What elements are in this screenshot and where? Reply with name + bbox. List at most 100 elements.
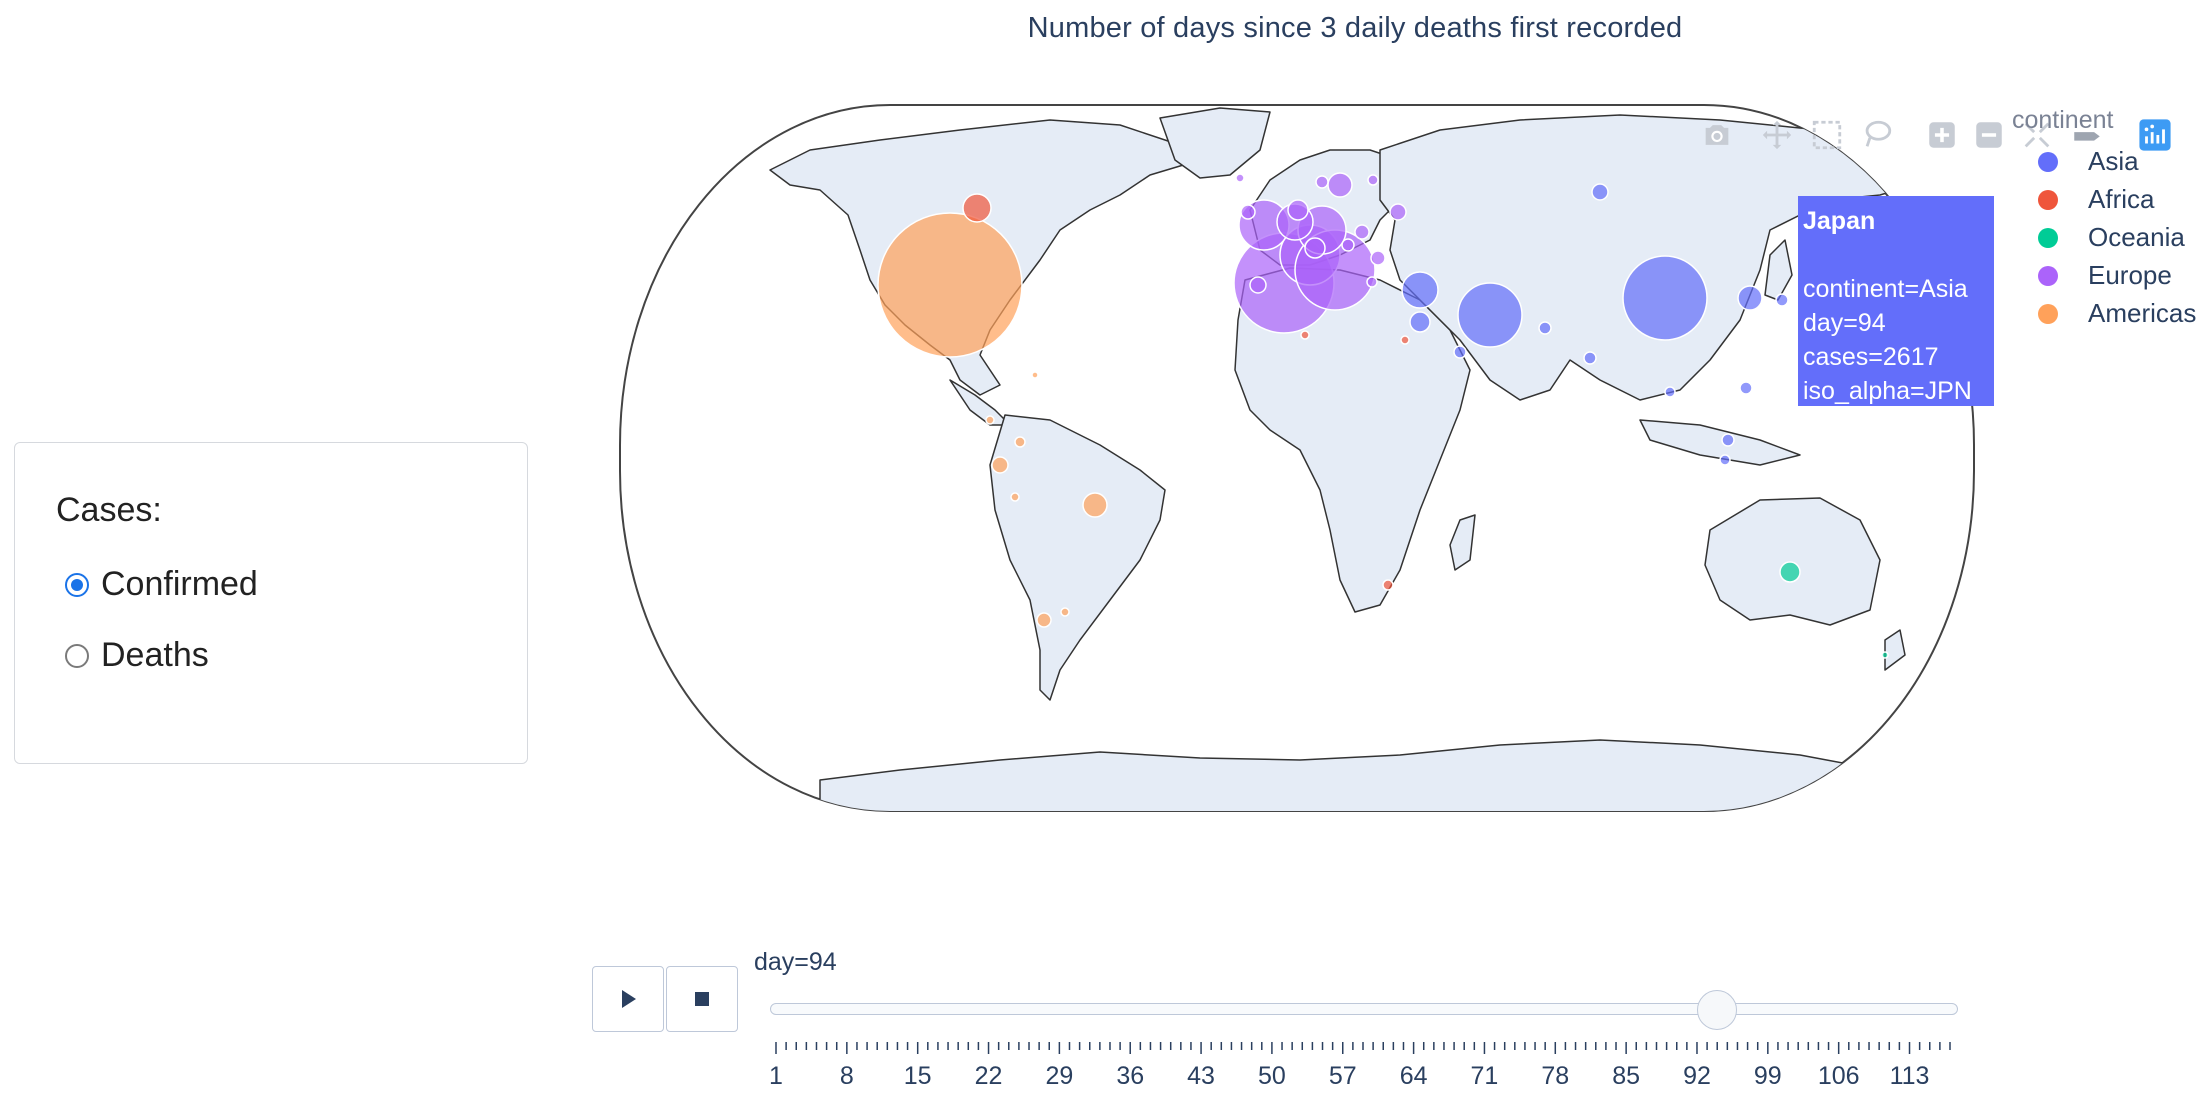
marker-norway[interactable] — [1315, 175, 1329, 189]
marker-colombia[interactable] — [1014, 436, 1026, 448]
marker-netherlands[interactable] — [1287, 199, 1309, 221]
camera-icon[interactable] — [1700, 118, 1734, 152]
marker-malaysia[interactable] — [1721, 433, 1735, 447]
play-icon — [622, 990, 636, 1008]
marker-panama[interactable] — [985, 415, 995, 425]
marker-brazil[interactable] — [1082, 492, 1108, 518]
marker-philippines[interactable] — [1739, 381, 1753, 395]
marker-switzerland[interactable] — [1304, 237, 1326, 259]
lasso-icon[interactable] — [1860, 118, 1894, 152]
marker-turkey[interactable] — [1401, 271, 1439, 309]
slider-tick-label: 50 — [1258, 1062, 1286, 1090]
marker-portugal[interactable] — [1249, 276, 1267, 294]
scatter-markers[interactable] — [877, 172, 1889, 659]
land-indonesia — [1639, 419, 1801, 466]
radio-deaths-circle[interactable] — [65, 643, 89, 668]
legend-dot-asia — [2038, 151, 2058, 172]
hover-closest-icon[interactable] — [2070, 118, 2104, 152]
land-new-zealand — [1884, 629, 1906, 671]
plotly-logo-icon[interactable] — [2138, 118, 2172, 152]
slider-handle[interactable] — [1697, 990, 1738, 1030]
marker-algeria[interactable] — [1300, 330, 1310, 340]
legend-label-americas[interactable]: Americas — [2088, 298, 2197, 328]
slider-tick-label: 64 — [1399, 1062, 1428, 1090]
marker-usa[interactable] — [877, 212, 1023, 358]
legend-item-europe[interactable]: Europe — [2038, 260, 2172, 291]
tooltip-country-name: Japan — [1803, 207, 1876, 235]
zoom-in-icon[interactable] — [1925, 118, 1959, 152]
marker-japan[interactable] — [1775, 293, 1789, 307]
marker-kazakhstan[interactable] — [1591, 183, 1609, 201]
radio-confirmed-label[interactable]: Confirmed — [101, 565, 258, 603]
marker-pakistan[interactable] — [1538, 321, 1552, 335]
box-select-icon[interactable] — [1810, 118, 1844, 152]
legend-title: continent — [2012, 106, 2114, 134]
marker-israel[interactable] — [1409, 311, 1431, 333]
marker-argentina[interactable] — [1060, 607, 1070, 617]
slider-tick-label: 36 — [1116, 1062, 1145, 1090]
tooltip-continent: continent=Asia — [1803, 275, 1968, 303]
radio-deaths[interactable]: Deaths — [65, 636, 209, 675]
legend-dot-americas — [2038, 303, 2058, 324]
marker-greece[interactable] — [1366, 276, 1378, 288]
radio-confirmed-circle[interactable] — [65, 572, 89, 597]
legend-item-oceania[interactable]: Oceania — [2038, 222, 2185, 253]
marker-india[interactable] — [1583, 351, 1597, 365]
marker-new-zealand[interactable] — [1881, 651, 1889, 659]
legend-label-europe[interactable]: Europe — [2088, 260, 2172, 290]
marker-sweden[interactable] — [1327, 172, 1353, 198]
zoom-out-icon[interactable] — [1972, 118, 2006, 152]
marker-australia[interactable] — [1779, 561, 1801, 583]
marker-ireland[interactable] — [1240, 204, 1256, 220]
slider-tick-label: 43 — [1187, 1062, 1215, 1090]
slider-tick-label: 29 — [1045, 1062, 1074, 1090]
slider-rail[interactable] — [770, 1003, 1958, 1015]
marker-bolivia[interactable] — [1010, 492, 1020, 502]
legend-item-africa[interactable]: Africa — [2038, 184, 2154, 215]
marker-iceland[interactable] — [1235, 173, 1245, 183]
legend-item-americas[interactable]: Americas — [2038, 298, 2196, 329]
legend-item-asia[interactable]: Asia — [2038, 146, 2139, 177]
marker-indonesia[interactable] — [1719, 454, 1731, 466]
marker-south-africa[interactable] — [1382, 579, 1394, 591]
play-button[interactable] — [592, 966, 664, 1032]
marker-iran[interactable] — [1457, 282, 1523, 348]
slider-tick-label: 78 — [1541, 1062, 1570, 1090]
legend-dot-oceania — [2038, 227, 2058, 248]
stop-button[interactable] — [666, 966, 738, 1032]
pan-icon[interactable] — [1760, 118, 1794, 152]
marker-egypt[interactable] — [1400, 335, 1410, 345]
marker-russia[interactable] — [1389, 203, 1407, 221]
marker-canada[interactable] — [962, 193, 992, 223]
marker-finland[interactable] — [1367, 174, 1379, 186]
slider-tick-label: 113 — [1889, 1062, 1930, 1090]
marker-caribbean[interactable] — [1031, 371, 1039, 379]
slider-tick-label: 15 — [903, 1062, 932, 1090]
marker-romania[interactable] — [1370, 250, 1386, 266]
legend-label-asia[interactable]: Asia — [2088, 146, 2139, 176]
slider-tick-label: 8 — [839, 1062, 854, 1090]
marker-thailand[interactable] — [1664, 386, 1676, 398]
legend-dot-europe — [2038, 265, 2058, 286]
marker-south-korea[interactable] — [1737, 285, 1763, 311]
legend-dot-africa — [2038, 189, 2058, 210]
marker-austria[interactable] — [1341, 238, 1355, 252]
marker-saudi-arabia[interactable] — [1453, 345, 1467, 359]
slider-tick-label: 1 — [769, 1062, 783, 1090]
tooltip-day: day=94 — [1803, 309, 1886, 337]
marker-chile[interactable] — [1036, 612, 1052, 628]
slider-tick-label: 57 — [1328, 1062, 1357, 1090]
legend-label-oceania[interactable]: Oceania — [2088, 222, 2185, 252]
radio-confirmed[interactable]: Confirmed — [65, 565, 258, 604]
marker-peru[interactable] — [991, 456, 1009, 474]
cases-panel-title: Cases: — [56, 491, 162, 529]
reset-icon[interactable] — [2020, 118, 2054, 152]
radio-deaths-label[interactable]: Deaths — [101, 636, 209, 674]
legend-label-africa[interactable]: Africa — [2088, 184, 2155, 214]
cases-panel: Cases: Confirmed Deaths — [14, 442, 528, 764]
slider-tick-label: 99 — [1753, 1062, 1782, 1090]
marker-china[interactable] — [1622, 255, 1708, 341]
marker-poland[interactable] — [1354, 224, 1370, 240]
land-greenland — [1159, 107, 1271, 179]
